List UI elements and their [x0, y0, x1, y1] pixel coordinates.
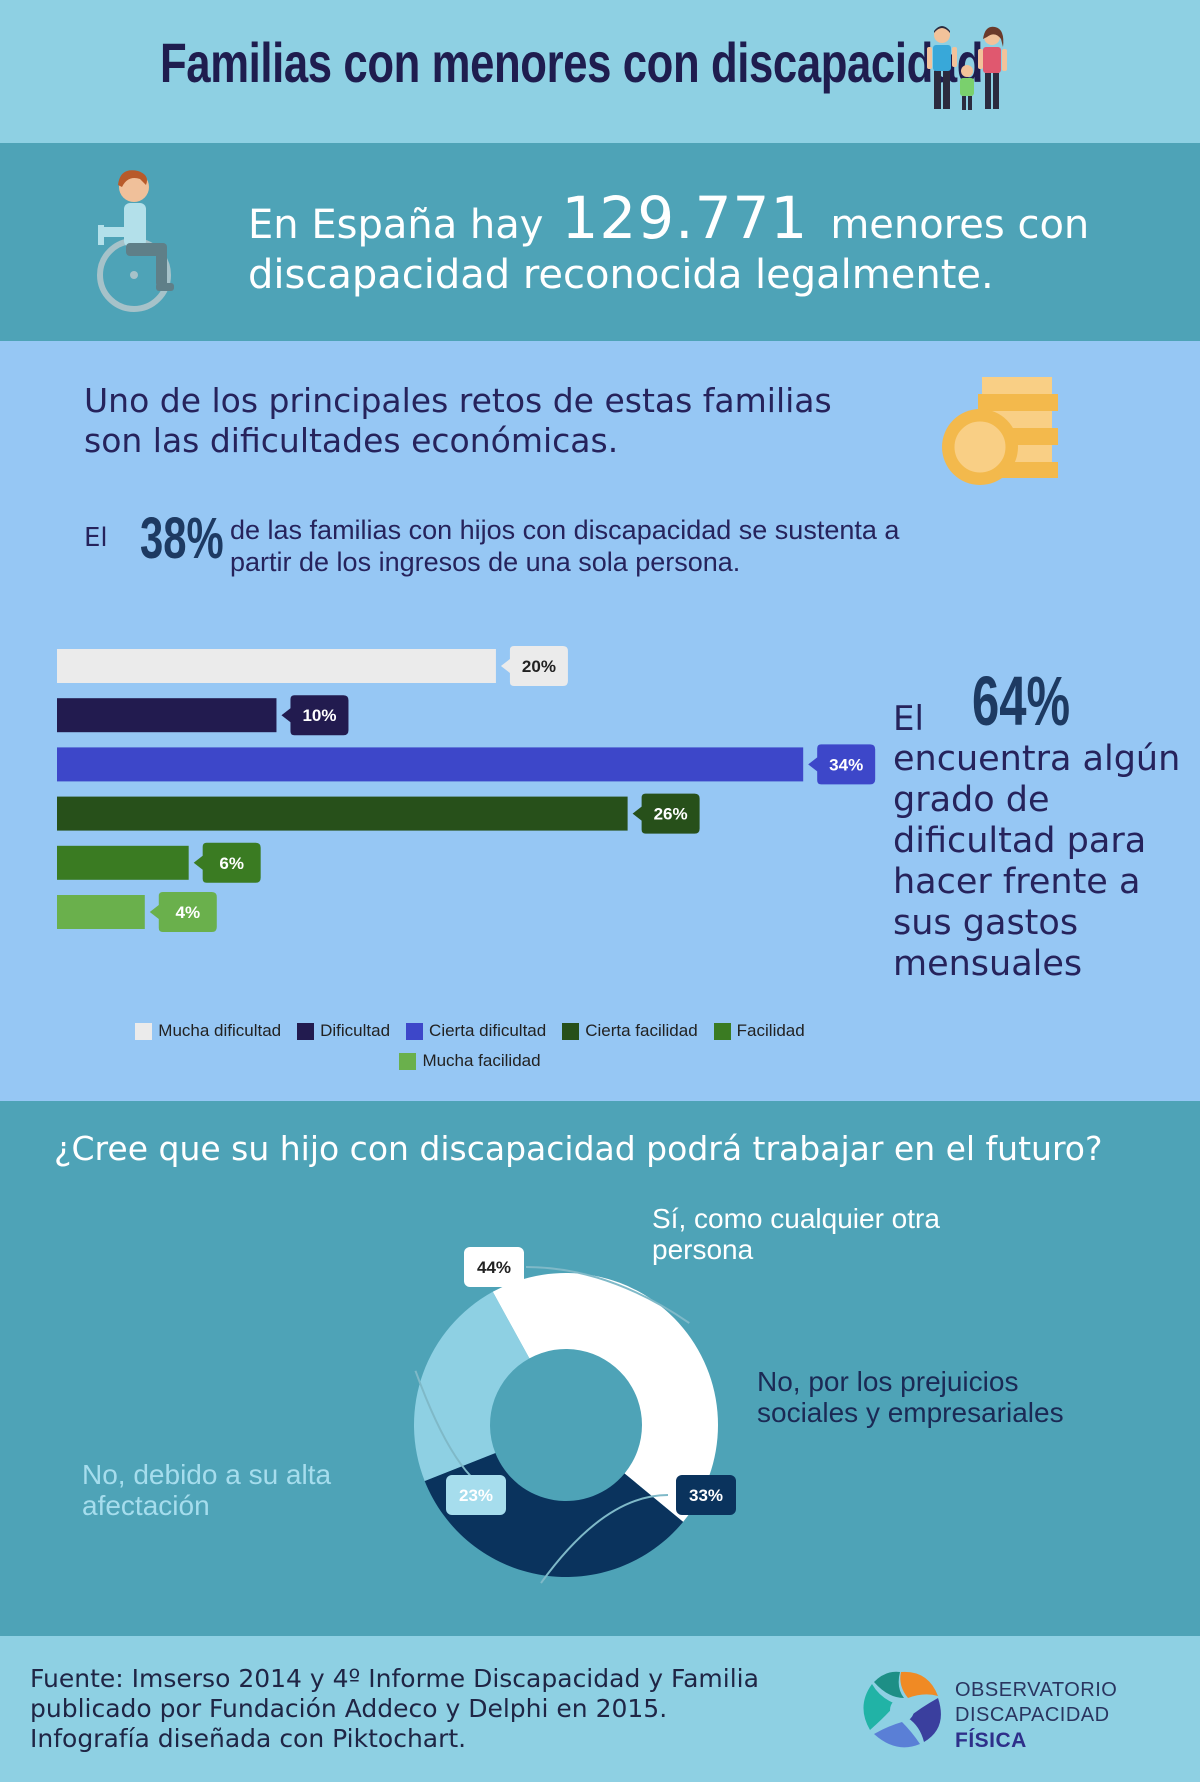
legend-item-cierta-dificultad: Cierta dificultad [406, 1021, 546, 1041]
donut-value-label-no-debido-a-su-alta-afec: 23% [459, 1486, 493, 1505]
legend-item-cierta-facilidad: Cierta facilidad [562, 1021, 698, 1041]
legend-item-facilidad: Facilidad [713, 1021, 805, 1041]
bar-facilidad [57, 845, 189, 880]
bar-label-bg-cierta-dificultad [808, 744, 876, 785]
bar-label-bg-mucha-dificultad [500, 646, 568, 686]
legend-swatch [399, 1052, 417, 1070]
bar-value-label-cierta-dificultad: 34% [829, 755, 863, 774]
bar-label-bg-dificultad [281, 695, 349, 736]
donut-leader-line [525, 1266, 690, 1324]
source-line-1: Fuente: Imserso 2014 y 4º Informe Discap… [30, 1664, 759, 1693]
legend-swatch [406, 1022, 424, 1040]
bar-label-bg-facilidad [193, 842, 261, 883]
challenge-line-1: Uno de los principales retos de estas fa… [84, 381, 832, 420]
stat-band: En España hay 129.771 menores con discapac… [0, 143, 1200, 341]
donut-leader-line [540, 1494, 669, 1584]
bar-value-label-cierta-facilidad: 26% [654, 805, 688, 824]
bar-mucha-facilidad [57, 895, 145, 929]
legend-label: Dificultad [320, 1021, 391, 1040]
donut-slice-si-como-cualquier-otra-p [492, 1272, 719, 1522]
legend-label: Cierta facilidad [585, 1021, 698, 1040]
stat-text: En España hay 129.771 menores con discapac… [248, 189, 1090, 300]
bar-value-label-mucha-dificultad: 20% [522, 657, 556, 676]
page-title: Familias con menores con discapacidad [160, 31, 984, 94]
donut-value-label-si-como-cualquier-otra-p: 44% [477, 1258, 511, 1277]
stat-suffix-line2: discapacidad reconocida legalmente. [248, 252, 994, 298]
coins-icon [942, 377, 1058, 485]
side-text: encuentra algún grado de dificultad para… [893, 739, 1181, 984]
stat-number: 129.771 [561, 184, 809, 252]
legend-label: Mucha dificultad [158, 1021, 282, 1040]
bar-label-bg-mucha-facilidad [149, 892, 217, 932]
wheelchair-icon [97, 170, 174, 312]
bar-value-label-facilidad: 6% [219, 854, 244, 873]
observatorio-logo-icon [863, 1671, 941, 1748]
challenge-text: Uno de los principales retos de estas fa… [84, 381, 924, 461]
bar-label-bg-cierta-facilidad [632, 793, 700, 834]
pct-38: 38% [140, 506, 224, 571]
bar-cierta-dificultad [57, 747, 804, 782]
work-donut-chart: 44% 33% 23% Sí, como cualquier otra persona N… [82, 1203, 1064, 1584]
economic-band: Uno de los principales retos de estas fa… [0, 341, 1200, 1101]
logo-line-2: DISCAPACIDAD [955, 1704, 1110, 1726]
legend-label: Mucha facilidad [422, 1051, 541, 1070]
footer-band: Fuente: Imserso 2014 y 4º Informe Discap… [0, 1636, 1200, 1782]
bar-cierta-facilidad [57, 796, 628, 831]
donut-value-label-no-por-los-prejuicios-so: 33% [689, 1486, 723, 1505]
source-line-2: publicado por Fundación Addeco y Delphi … [30, 1694, 668, 1723]
bar-value-label-mucha-facilidad: 4% [175, 903, 200, 922]
legend-swatch [135, 1022, 153, 1040]
bar-chart-legend: Mucha dificultad Dificultad Cierta dificul… [100, 1021, 840, 1071]
difficulty-bar-chart: 20% 10% 34% 26% 6% 4% [57, 646, 876, 932]
work-question: ¿Cree que su hijo con discapacidad podrá… [54, 1129, 1103, 1168]
bar-value-label-dificultad: 10% [302, 706, 336, 725]
donut-category-label-no-debido-a-su-alta-afec: No, debido a su alta afectación [82, 1459, 331, 1521]
donut-category-label-no-por-los-prejuicios-so: No, por los prejuicios sociales y empresa… [757, 1366, 1064, 1428]
source-text: Fuente: Imserso 2014 y 4º Informe Discap… [30, 1664, 759, 1754]
side-pct-64: 64% [972, 662, 1071, 740]
donut-category-label-si-como-cualquier-otra-p: Sí, como cualquier otra persona [652, 1203, 940, 1265]
donut-badge [464, 1247, 524, 1287]
logo-line-3: FÍSICA [955, 1729, 1027, 1752]
donut-badge [446, 1475, 506, 1515]
work-band: ¿Cree que su hijo con discapacidad podrá… [0, 1101, 1200, 1636]
legend-item-dificultad: Dificultad [297, 1021, 390, 1041]
text-38-line-2: partir de los ingresos de una sola perso… [230, 547, 741, 577]
side-el: El [893, 699, 924, 739]
legend-label: Facilidad [736, 1021, 805, 1040]
bar-mucha-dificultad [57, 649, 496, 683]
bar-dificultad [57, 698, 277, 733]
challenge-line-2: son las dificultades económicas. [84, 421, 619, 460]
logo-line-1: OBSERVATORIO [955, 1679, 1118, 1701]
header-band: Familias con menores con discapacidad [0, 0, 1200, 143]
stat-prefix: En España hay [248, 202, 544, 248]
text-38-line-1: de las familias con hijos con discapacid… [230, 515, 900, 545]
legend-item-mucha-facilidad: Mucha facilidad [399, 1051, 541, 1071]
legend-item-mucha-dificultad: Mucha dificultad [135, 1021, 281, 1041]
donut-badge [676, 1475, 736, 1515]
legend-label: Cierta dificultad [429, 1021, 547, 1040]
observatorio-logo-text: OBSERVATORIO DISCAPACIDAD FÍSICA [955, 1678, 1117, 1754]
family-icon [927, 26, 1007, 110]
el-38-prefix: El [84, 523, 108, 553]
text-38: de las familias con hijos con discapacid… [230, 514, 1090, 578]
legend-swatch [297, 1022, 315, 1040]
source-line-3: Infografía diseñada con Piktochart. [30, 1724, 467, 1753]
stat-suffix: menores con [830, 202, 1090, 248]
legend-swatch [713, 1022, 731, 1040]
legend-swatch [562, 1022, 580, 1040]
